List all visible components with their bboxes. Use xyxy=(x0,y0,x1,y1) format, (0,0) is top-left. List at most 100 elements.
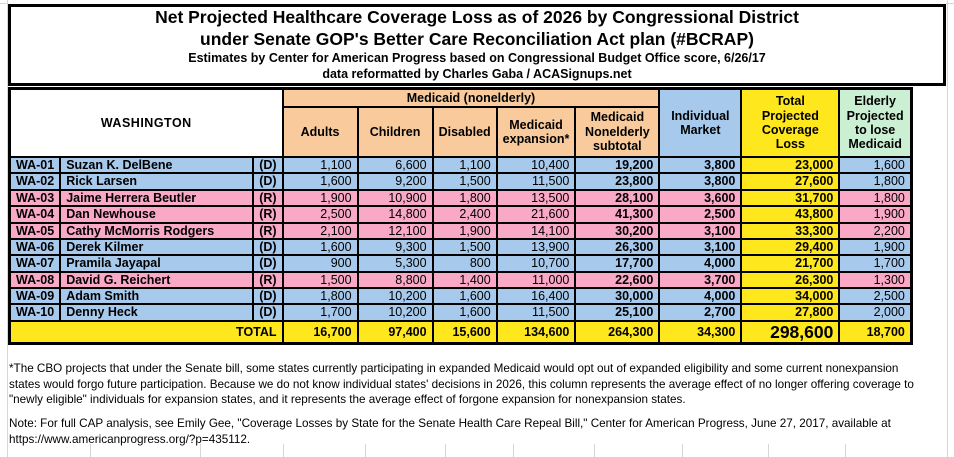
value-cell: 31,700 xyxy=(740,188,841,208)
district-cell: WA-04 xyxy=(8,205,62,224)
value-cell: 1,800 xyxy=(838,188,913,208)
value-cell: 1,600 xyxy=(838,155,913,175)
value-cell: 5,300 xyxy=(356,254,434,273)
value-cell: 3,800 xyxy=(658,172,743,191)
district-cell: WA-09 xyxy=(8,286,62,306)
col-header-medicaid-expansion: Medicaid expansion* xyxy=(495,106,577,158)
table-row: WA-06 Derek Kilmer (D) 1,600 9,300 1,500 13,90… xyxy=(8,237,913,257)
value-cell: 28,100 xyxy=(574,188,661,208)
title-box: Net Projected Healthcare Coverage Loss a… xyxy=(8,4,946,86)
value-cell: 8,800 xyxy=(356,270,434,290)
gridline-tick xyxy=(768,444,769,457)
col-header-adults: Adults xyxy=(281,106,359,158)
gridline-right xyxy=(947,0,948,457)
party-cell: (D) xyxy=(252,286,284,306)
district-cell: WA-02 xyxy=(8,172,62,191)
value-cell: 11,500 xyxy=(495,303,577,322)
total-value-cell: 97,400 xyxy=(356,319,434,345)
representative-name-cell: Rick Larsen xyxy=(59,172,255,191)
value-cell: 41,300 xyxy=(574,205,661,224)
value-cell: 27,600 xyxy=(740,172,841,191)
district-rows: WA-01 Suzan K. DelBene (D) 1,100 6,600 1,100 1… xyxy=(8,155,913,322)
representative-name-cell: Dan Newhouse xyxy=(59,205,255,224)
value-cell: 12,100 xyxy=(356,221,434,240)
value-cell: 3,700 xyxy=(658,270,743,290)
value-cell: 1,900 xyxy=(838,205,913,224)
gridline-tick xyxy=(365,444,366,457)
party-cell: (D) xyxy=(252,254,284,273)
party-cell: (D) xyxy=(252,172,284,191)
value-cell: 3,600 xyxy=(658,188,743,208)
representative-name-cell: Cathy McMorris Rodgers xyxy=(59,221,255,240)
value-cell: 6,600 xyxy=(356,155,434,175)
party-cell: (D) xyxy=(252,155,284,175)
representative-name-cell: Adam Smith xyxy=(59,286,255,306)
subtitle-line-1: Estimates by Center for American Progres… xyxy=(188,51,766,66)
col-header-total-projected-loss: Total Projected Coverage Loss xyxy=(740,87,841,158)
value-cell: 29,400 xyxy=(740,237,841,257)
gridline-tick xyxy=(445,444,446,457)
district-cell: WA-05 xyxy=(8,221,62,240)
party-cell: (D) xyxy=(252,237,284,257)
value-cell: 1,100 xyxy=(431,155,498,175)
value-cell: 2,400 xyxy=(431,205,498,224)
value-cell: 17,700 xyxy=(574,254,661,273)
value-cell: 2,200 xyxy=(838,221,913,240)
total-row: TOTAL 16,700 97,400 15,600 134,600 264,300 34… xyxy=(8,319,913,345)
table-row: WA-08 David G. Reichert (R) 1,500 8,800 1,400… xyxy=(8,270,913,290)
gridline-tick xyxy=(513,444,514,457)
value-cell: 800 xyxy=(431,254,498,273)
party-cell: (D) xyxy=(252,303,284,322)
column-header-row: Adults Children Disabled Medicaid expans… xyxy=(10,106,912,158)
gridline-tick xyxy=(594,444,595,457)
total-value-cell: 34,300 xyxy=(658,319,743,345)
value-cell: 26,300 xyxy=(574,237,661,257)
representative-name-cell: Denny Heck xyxy=(59,303,255,322)
group-header-row: WASHINGTON Medicaid (nonelderly) Individ… xyxy=(8,87,913,158)
value-cell: 1,800 xyxy=(838,172,913,191)
value-cell: 2,700 xyxy=(658,303,743,322)
gridline-top-right xyxy=(946,3,954,4)
value-cell: 1,300 xyxy=(838,270,913,290)
representative-name-cell: Suzan K. DelBene xyxy=(59,155,255,175)
value-cell: 1,700 xyxy=(281,303,359,322)
total-value-cell: 264,300 xyxy=(574,319,661,345)
value-cell: 21,600 xyxy=(495,205,577,224)
representative-name-cell: David G. Reichert xyxy=(59,270,255,290)
table-row: WA-03 Jaime Herrera Beutler (R) 1,900 10,900… xyxy=(8,188,913,208)
value-cell: 10,200 xyxy=(356,286,434,306)
value-cell: 11,000 xyxy=(495,270,577,290)
gridline-tick xyxy=(283,444,284,457)
value-cell: 43,800 xyxy=(740,205,841,224)
value-cell: 2,000 xyxy=(838,303,913,322)
representative-name-cell: Pramila Jayapal xyxy=(59,254,255,273)
value-cell: 1,500 xyxy=(281,270,359,290)
table-row: WA-05 Cathy McMorris Rodgers (R) 2,100 12,10… xyxy=(8,221,913,240)
value-cell: 1,800 xyxy=(281,286,359,306)
value-cell: 30,000 xyxy=(574,286,661,306)
value-cell: 2,500 xyxy=(658,205,743,224)
total-value-cell: 134,600 xyxy=(495,319,577,345)
table-row: WA-10 Denny Heck (D) 1,700 10,200 1,600 11,500… xyxy=(8,303,913,322)
value-cell: 9,200 xyxy=(356,172,434,191)
value-cell: 23,000 xyxy=(740,155,841,175)
district-cell: WA-01 xyxy=(8,155,62,175)
total-label: TOTAL xyxy=(8,319,284,345)
total-value-cell: 16,700 xyxy=(281,319,359,345)
table-row: WA-02 Rick Larsen (D) 1,600 9,200 1,500 11,500… xyxy=(8,172,913,191)
value-cell: 10,200 xyxy=(356,303,434,322)
value-cell: 1,900 xyxy=(838,237,913,257)
col-header-disabled: Disabled xyxy=(431,106,498,158)
col-header-individual-market: Individual Market xyxy=(658,87,743,158)
table-row: WA-01 Suzan K. DelBene (D) 1,100 6,600 1,100 1… xyxy=(8,155,913,175)
col-header-children: Children xyxy=(356,106,434,158)
district-cell: WA-10 xyxy=(8,303,62,322)
value-cell: 23,800 xyxy=(574,172,661,191)
gridline-tick xyxy=(200,444,201,457)
value-cell: 10,400 xyxy=(495,155,577,175)
value-cell: 1,500 xyxy=(431,237,498,257)
value-cell: 2,500 xyxy=(281,205,359,224)
value-cell: 14,100 xyxy=(495,221,577,240)
value-cell: 3,800 xyxy=(658,155,743,175)
